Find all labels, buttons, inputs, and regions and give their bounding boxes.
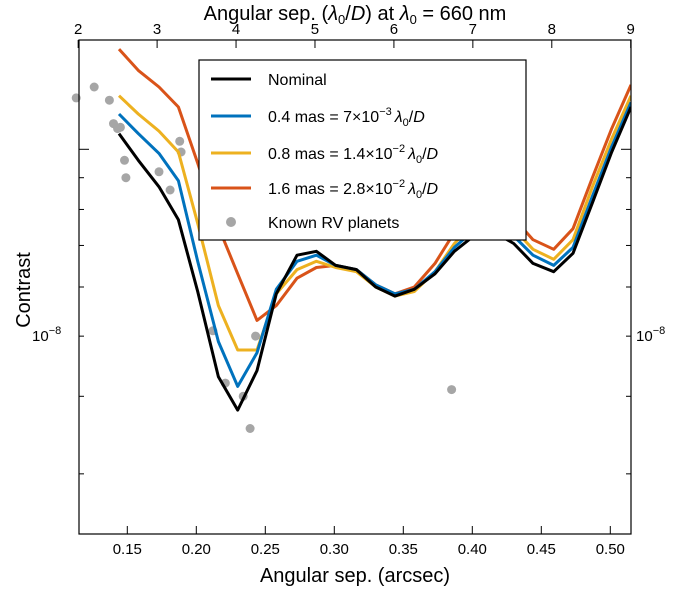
legend-box (198, 59, 527, 241)
x-tick-label: 0.50 (596, 541, 625, 558)
top-x-tick-label: 9 (627, 21, 635, 38)
legend-label-0-4mas: 0.4 mas = 7×10−3 λ0/D (268, 106, 425, 129)
rv-planet-point (115, 122, 125, 132)
top-x-tick-label: 7 (469, 21, 477, 38)
rv-planet-point (121, 173, 131, 183)
rv-planet-point (154, 167, 164, 177)
rv-planet-point (245, 424, 255, 433)
top-x-tick-label: 2 (74, 21, 82, 38)
legend: Nominal 0.4 mas = 7×10−3 λ0/D 0.8 mas = 1… (198, 59, 527, 241)
legend-label-nominal: Nominal (268, 72, 327, 89)
x-tick-label: 0.30 (320, 541, 349, 558)
x-tick-label: 0.25 (251, 541, 280, 558)
x-tick-label: 0.45 (527, 541, 556, 558)
legend-label-0-8mas: 0.8 mas = 1.4×10−2 λ0/D (268, 143, 439, 166)
x-tick-label: 0.15 (113, 541, 142, 558)
rv-planet-point (120, 155, 129, 165)
x-axis-title: Angular sep. (arcsec) (260, 565, 450, 587)
top-x-tick-label: 4 (232, 21, 240, 38)
top-x-tick-label: 6 (390, 21, 398, 38)
x-tick-label: 0.40 (458, 541, 487, 558)
top-x-tick-label: 5 (311, 21, 319, 38)
y-tick-label-right: 10−8 (636, 325, 665, 345)
top-x-tick-label: 3 (153, 21, 161, 38)
legend-marker-rv-planets (226, 217, 236, 227)
rv-planet-point (251, 331, 261, 341)
rv-planet-point (165, 185, 175, 195)
rv-planet-point (89, 82, 99, 92)
x-tick-label: 0.35 (389, 541, 418, 558)
x-tick-label: 0.20 (182, 541, 211, 558)
top-axis-title: Angular sep. (λ0/D) at λ0 = 660 nm (204, 3, 507, 27)
y-tick-label-left: 10−8 (32, 325, 61, 345)
rv-planet-point (175, 136, 185, 146)
series-line-0 (117, 106, 631, 412)
legend-label-1-6mas: 1.6 mas = 2.8×10−2 λ0/D (268, 178, 439, 201)
axis-ticks: 0.15 0.20 0.25 0.30 0.35 0.40 0.45 0.50 2 3 4 5 6 7 8 9 (74, 21, 635, 558)
y-axis-title: Contrast (13, 252, 35, 328)
legend-label-rv-planets: Known RV planets (268, 215, 399, 232)
rv-planet-point (104, 95, 114, 105)
rv-planet-point (447, 385, 457, 395)
series-line-1 (117, 101, 631, 388)
top-x-tick-label: 8 (548, 21, 556, 38)
